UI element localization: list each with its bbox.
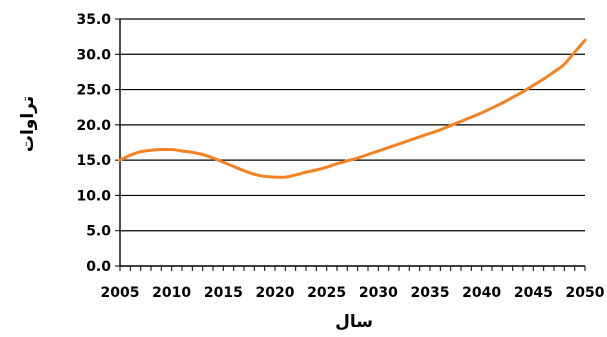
x-tick-label: 2005 — [101, 285, 140, 301]
y-tick-label: 30.0 — [76, 47, 111, 63]
x-tick-label: 2020 — [256, 285, 295, 301]
y-tick-label: 20.0 — [76, 118, 111, 134]
x-tick-label: 2035 — [411, 285, 450, 301]
series-line-0 — [118, 38, 587, 179]
y-tick-label: 0.0 — [86, 259, 111, 275]
x-tick-label: 2015 — [204, 285, 243, 301]
x-axis-title: سال — [335, 312, 373, 332]
y-tick-label: 15.0 — [76, 153, 111, 169]
y-axis-title: تراوات — [18, 96, 38, 152]
gridlines — [120, 18, 585, 232]
x-tick-label: 2025 — [307, 285, 346, 301]
x-tick-label: 2010 — [152, 285, 191, 301]
x-tick-label: 2040 — [462, 285, 501, 301]
y-axis-ticks: 0.0 5.0 10.0 15.0 20.0 25.0 30.0 35.0 — [76, 12, 120, 275]
x-tick-label: 2050 — [566, 285, 605, 301]
series-layer — [118, 38, 587, 179]
x-tick-label: 2030 — [359, 285, 398, 301]
x-tick-label: 2045 — [514, 285, 553, 301]
axes — [119, 19, 585, 267]
y-tick-label: 25.0 — [76, 83, 111, 99]
y-tick-label: 10.0 — [76, 188, 111, 204]
x-axis-ticks: 2005 2010 2015 2020 2025 2030 2035 2040 2045 2050 — [101, 266, 605, 301]
y-tick-label: 35.0 — [76, 12, 111, 28]
y-tick-label: 5.0 — [86, 224, 111, 240]
